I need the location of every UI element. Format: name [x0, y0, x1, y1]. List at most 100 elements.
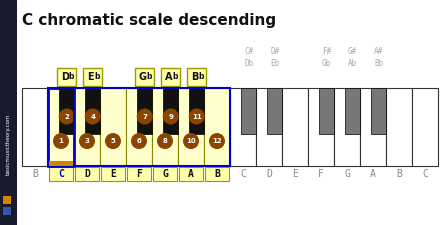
- Text: G#: G#: [348, 47, 357, 56]
- Text: C#: C#: [244, 47, 253, 56]
- Bar: [48, 88, 230, 166]
- Circle shape: [189, 108, 205, 124]
- Bar: [163, 88, 178, 134]
- Text: b: b: [94, 72, 99, 81]
- Bar: [135, 68, 154, 86]
- Bar: [126, 88, 152, 166]
- Bar: [371, 88, 386, 134]
- Text: E: E: [292, 169, 298, 179]
- Text: A#: A#: [374, 47, 383, 56]
- Text: B: B: [191, 72, 198, 82]
- Bar: [256, 88, 282, 166]
- Text: C: C: [422, 169, 428, 179]
- Text: b: b: [198, 72, 203, 81]
- Text: D: D: [84, 169, 90, 179]
- Text: Bb: Bb: [374, 58, 383, 68]
- Bar: [189, 88, 204, 134]
- Bar: [75, 167, 99, 181]
- Bar: [3, 207, 11, 215]
- Text: 5: 5: [110, 138, 115, 144]
- Circle shape: [209, 133, 225, 149]
- Bar: [282, 88, 308, 166]
- Bar: [205, 167, 229, 181]
- Bar: [179, 167, 203, 181]
- Circle shape: [105, 133, 121, 149]
- Bar: [153, 167, 177, 181]
- Text: 3: 3: [84, 138, 89, 144]
- Text: Eb: Eb: [270, 58, 279, 68]
- Bar: [386, 88, 412, 166]
- Text: E: E: [110, 169, 116, 179]
- Text: 11: 11: [192, 114, 202, 119]
- Text: Ab: Ab: [348, 58, 357, 68]
- Text: D#: D#: [270, 47, 279, 56]
- Text: B: B: [214, 169, 220, 179]
- Bar: [49, 167, 73, 181]
- Circle shape: [183, 133, 199, 149]
- Text: D: D: [61, 72, 69, 82]
- Bar: [0, 0, 17, 225]
- Bar: [83, 68, 102, 86]
- Bar: [59, 88, 74, 134]
- Bar: [161, 68, 180, 86]
- Bar: [230, 88, 256, 166]
- Bar: [319, 88, 334, 134]
- Text: 10: 10: [186, 138, 196, 144]
- Bar: [48, 88, 74, 166]
- Text: A: A: [188, 169, 194, 179]
- Circle shape: [85, 108, 101, 124]
- Circle shape: [53, 133, 69, 149]
- Text: B: B: [396, 169, 402, 179]
- Text: 7: 7: [142, 114, 147, 119]
- Bar: [152, 88, 178, 166]
- Text: A: A: [370, 169, 376, 179]
- Bar: [178, 88, 204, 166]
- Text: 9: 9: [168, 114, 173, 119]
- Bar: [85, 88, 100, 134]
- Text: G: G: [139, 72, 147, 82]
- Text: b: b: [68, 72, 73, 81]
- Circle shape: [59, 108, 75, 124]
- Text: F#: F#: [322, 47, 331, 56]
- Bar: [360, 88, 386, 166]
- Bar: [267, 88, 282, 134]
- Text: 12: 12: [212, 138, 222, 144]
- Text: 8: 8: [162, 138, 168, 144]
- Bar: [308, 88, 334, 166]
- Bar: [187, 68, 206, 86]
- Circle shape: [137, 108, 153, 124]
- Bar: [22, 88, 48, 166]
- Text: C chromatic scale descending: C chromatic scale descending: [22, 13, 276, 28]
- Text: F: F: [136, 169, 142, 179]
- Bar: [48, 88, 74, 166]
- Bar: [334, 88, 360, 166]
- Text: basicmusictheory.com: basicmusictheory.com: [6, 113, 11, 175]
- Text: 1: 1: [59, 138, 63, 144]
- Bar: [241, 88, 256, 134]
- Bar: [3, 196, 11, 204]
- Bar: [100, 88, 126, 166]
- Text: Db: Db: [244, 58, 253, 68]
- Text: E: E: [88, 72, 94, 82]
- Bar: [49, 161, 73, 166]
- Circle shape: [157, 133, 173, 149]
- Bar: [204, 88, 230, 166]
- Text: C: C: [240, 169, 246, 179]
- Text: G: G: [162, 169, 168, 179]
- Circle shape: [131, 133, 147, 149]
- Bar: [412, 88, 438, 166]
- Text: C: C: [58, 169, 64, 179]
- Text: 4: 4: [90, 114, 95, 119]
- Text: 2: 2: [64, 114, 69, 119]
- Text: G: G: [344, 169, 350, 179]
- Text: F: F: [318, 169, 324, 179]
- Bar: [74, 88, 100, 166]
- Bar: [57, 68, 76, 86]
- Text: 6: 6: [137, 138, 141, 144]
- Text: Gb: Gb: [322, 58, 331, 68]
- Bar: [127, 167, 151, 181]
- Circle shape: [79, 133, 95, 149]
- Bar: [101, 167, 125, 181]
- Bar: [137, 88, 152, 134]
- Text: b: b: [146, 72, 151, 81]
